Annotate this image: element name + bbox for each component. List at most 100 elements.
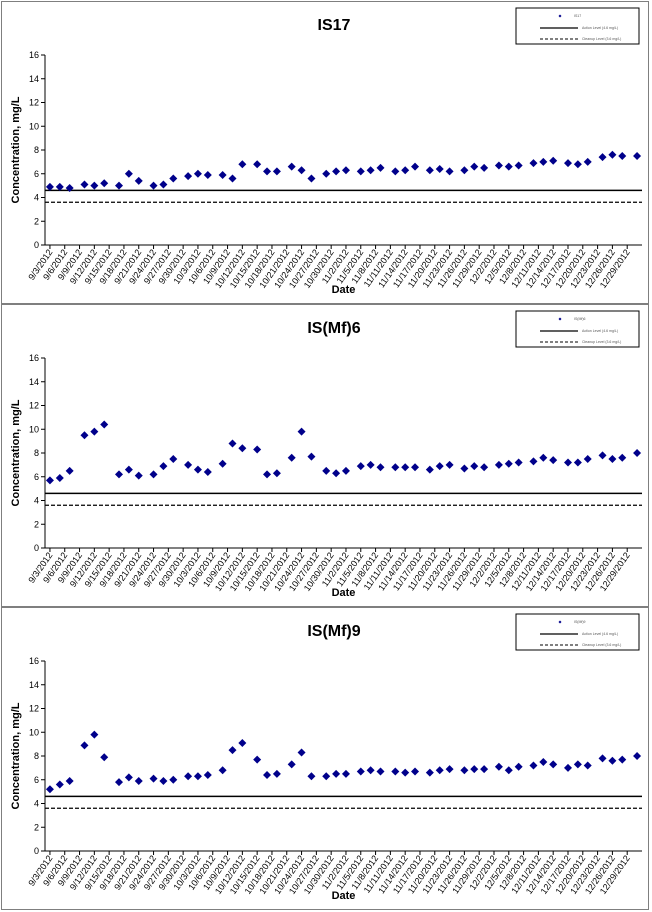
y-tick-label: 8 [34,751,39,761]
data-point [411,463,420,472]
data-point [90,181,99,190]
data-point [124,773,133,782]
data-point [514,458,523,467]
data-point [573,160,582,169]
data-point [618,755,627,764]
data-point [470,162,479,171]
data-point [297,427,306,436]
data-point [55,473,64,482]
y-tick-label: 6 [34,169,39,179]
data-point [45,785,54,794]
data-point [307,772,316,781]
data-point [263,771,272,779]
data-point [65,184,74,192]
data-point [435,165,444,173]
data-point [504,459,513,468]
data-point [411,767,420,776]
data-point [124,465,133,474]
data-point [356,462,365,471]
y-tick-label: 2 [34,216,39,226]
data-point [598,153,607,162]
data-point [263,470,272,479]
data-point [218,766,227,775]
data-point [618,453,627,462]
y-tick-label: 10 [29,727,39,737]
data-point [460,766,469,775]
data-point [332,769,341,778]
data-point [608,150,617,159]
data-point [253,160,262,169]
data-point [341,166,350,175]
y-axis-label: Concentration, mg/L [10,96,22,203]
data-point [514,161,523,170]
data-point [445,460,454,469]
data-point [549,760,558,769]
data-point [366,460,375,469]
y-tick-label: 2 [34,519,39,529]
legend-label: Cleanup Level (3.6 mg/L) [582,37,621,41]
data-point [341,769,350,778]
data-point [115,181,124,190]
chart-panel-is-mf-9: IS(Mf)9 0 2 4 6 8 10 12 14 16 Concentration, mg/L 9… [1,607,649,910]
data-point [149,774,158,783]
y-tick-label: 16 [29,656,39,666]
legend-marker [558,620,562,624]
data-point [297,748,306,757]
data-point [100,420,109,429]
data-point [287,453,296,462]
data-point [445,765,454,774]
data-point [90,730,99,739]
chart-title: IS17 [318,17,351,34]
data-point [549,156,558,165]
data-point [563,763,572,772]
data-point [460,166,469,175]
data-point [238,738,247,747]
data-point [366,166,375,175]
y-tick-label: 6 [34,775,39,785]
x-axis-label: Date [332,890,356,902]
data-point [539,157,548,166]
data-point [583,454,592,463]
data-point [124,169,133,178]
data-point [529,457,538,466]
data-point [149,181,158,190]
y-axis-label: Concentration, mg/L [10,702,22,809]
data-point [608,454,617,463]
data-point [633,449,642,457]
data-point [470,462,479,471]
data-point [376,463,385,472]
data-point [184,460,193,469]
data-point [504,162,513,171]
data-point [149,470,158,479]
data-point [115,470,124,479]
data-point [115,778,124,787]
data-point [618,151,627,160]
data-point [193,169,202,178]
data-point [228,746,237,755]
data-point [470,765,479,774]
data-point [539,453,548,462]
data-point [203,468,212,476]
data-point [80,741,89,750]
legend-label: Cleanup Level (3.6 mg/L) [582,340,621,344]
legend-marker [558,14,562,18]
legend-box [515,613,640,651]
data-point [376,163,385,172]
data-point [228,174,237,183]
data-point [80,180,89,189]
data-point [435,766,444,775]
data-point [159,462,168,471]
data-point [218,170,227,179]
y-tick-label: 0 [34,846,39,856]
y-tick-label: 0 [34,240,39,250]
data-point [539,757,548,766]
data-point [55,182,64,191]
data-point [356,167,365,176]
chart-title: IS(Mf)6 [307,320,360,337]
data-point [55,780,64,789]
data-point [563,458,572,467]
legend-label: IS(Mf)6 [574,317,586,321]
y-tick-label: 4 [34,496,39,506]
